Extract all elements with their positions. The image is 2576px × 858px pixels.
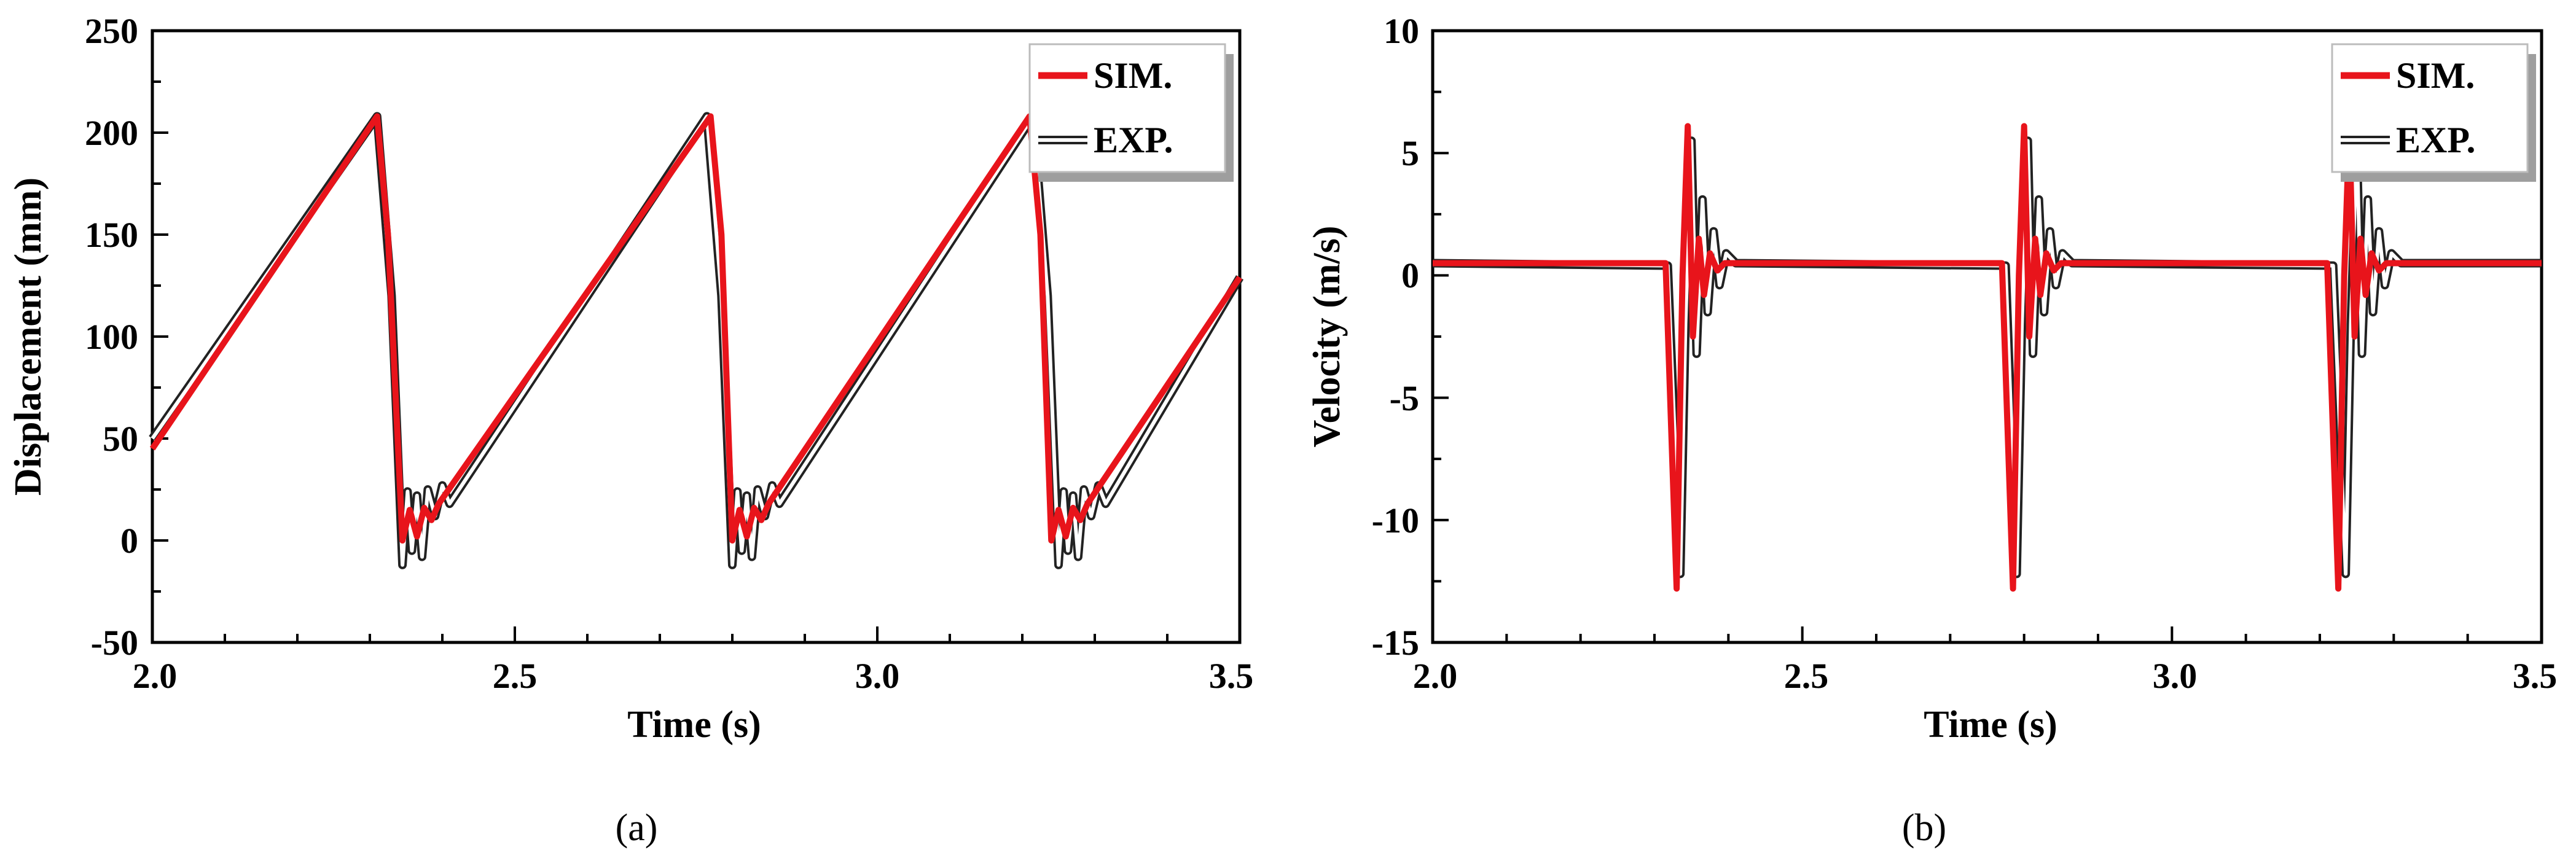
y-tick-label: 150 [85,215,138,255]
x-axis-title: Time (s) [627,704,761,746]
x-tick-label: 3.0 [2153,656,2198,696]
x-tick-label: 3.5 [2513,656,2558,696]
y-tick-label: 10 [1384,11,1419,51]
legend-label-exp: EXP. [2396,120,2476,160]
legend: SIM. EXP. [2331,43,2536,182]
x-tick-label: 3.5 [1209,656,1254,696]
y-tick-label: 0 [120,521,138,561]
x-axis-title: Time (s) [1924,704,2057,746]
y-tick-label: -10 [1372,501,1419,540]
x-tick-label: 2.0 [133,656,178,696]
x-tick-label: 2.5 [493,656,538,696]
legend-label-sim: SIM. [2396,55,2475,96]
y-axis-title: Velocity (m/s) [1306,225,1348,447]
series-line-sim [149,113,1243,544]
x-tick-label: 2.0 [1413,656,1458,696]
panel-caption: (a) [616,807,658,849]
series-line-exp [149,112,1244,569]
x-tick-label: 2.5 [1784,656,1829,696]
panel-caption: (b) [1902,807,1946,849]
legend-box [1028,43,1226,173]
legend-label-exp: EXP. [1094,120,1173,160]
series-line-exp-core [1432,139,2542,576]
panel-a-displacement: -50 0 50 100 150 200 250 2.0 2.5 3.0 3.5… [7,11,1253,849]
series-line-exp [1432,136,2542,579]
y-tick-label: 5 [1401,133,1419,173]
tick-marks [1431,29,2543,644]
y-tick-label: 250 [85,11,138,51]
legend-label-sim: SIM. [1094,55,1172,96]
series-line-sim [1433,123,2542,592]
series-group [149,112,1244,569]
y-tick-label: -15 [1372,623,1419,663]
x-tick-label: 3.0 [855,656,900,696]
y-tick-label: 50 [103,419,138,459]
panel-b-velocity: -15 -10 -5 0 5 10 2.0 2.5 3.0 3.5 Time (… [1306,11,2557,849]
y-tick-label: 200 [85,113,138,153]
series-group [1432,123,2542,592]
legend: SIM. EXP. [1028,43,1234,182]
y-tick-label: -50 [91,623,138,663]
y-axis-title: Displacement (mm) [7,177,49,496]
legend-box [2331,43,2529,173]
y-tick-label: 100 [85,317,138,357]
y-tick-label: 0 [1401,255,1419,295]
y-tick-label: -5 [1390,378,1419,418]
